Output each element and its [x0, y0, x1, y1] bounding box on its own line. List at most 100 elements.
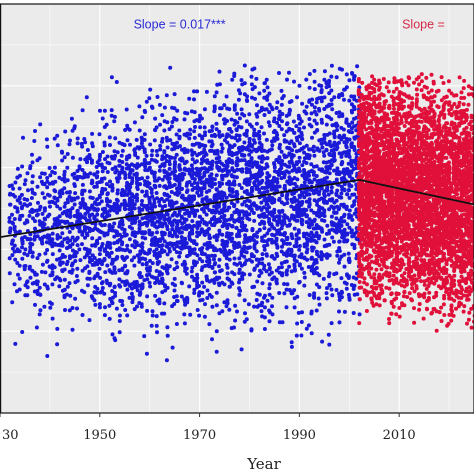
data-point [7, 256, 12, 261]
data-point [195, 181, 200, 186]
data-point [142, 132, 147, 137]
data-point [355, 292, 360, 297]
data-point [214, 173, 219, 178]
data-point [142, 150, 147, 155]
data-point [154, 159, 159, 164]
data-point [48, 173, 53, 178]
data-point [312, 217, 317, 222]
data-point [345, 232, 350, 237]
data-point [117, 268, 122, 273]
data-point [357, 257, 362, 262]
data-point [25, 219, 30, 224]
data-point [37, 252, 42, 257]
data-point [22, 182, 27, 187]
data-point [195, 89, 200, 94]
data-point [217, 69, 222, 74]
data-point [70, 226, 75, 231]
data-point [310, 135, 314, 140]
data-point [110, 186, 115, 190]
data-point [102, 143, 107, 148]
data-point [342, 219, 347, 224]
data-point [99, 199, 104, 204]
data-point [214, 90, 219, 95]
data-point [57, 284, 62, 289]
data-point [75, 141, 80, 146]
data-point [20, 245, 24, 250]
data-point [78, 258, 83, 263]
data-point [117, 176, 122, 180]
data-point [380, 290, 385, 295]
data-point [322, 218, 327, 223]
data-point [357, 297, 362, 302]
data-point [227, 307, 232, 312]
data-point [35, 256, 40, 261]
data-point [83, 202, 87, 207]
data-point [239, 221, 244, 226]
data-point [67, 308, 72, 313]
data-point [38, 122, 43, 127]
data-point [16, 272, 20, 277]
data-point [270, 143, 275, 148]
data-point [342, 264, 347, 269]
data-point [275, 180, 280, 185]
data-point [47, 166, 52, 170]
data-point [270, 304, 274, 309]
data-point [244, 317, 249, 322]
data-point [45, 248, 50, 252]
data-point [285, 282, 290, 287]
data-point [314, 174, 319, 178]
data-point [321, 276, 326, 281]
data-point [83, 140, 88, 145]
data-point [225, 271, 230, 276]
data-point [107, 135, 112, 140]
data-point [317, 148, 322, 153]
data-point [80, 242, 84, 247]
data-point [209, 128, 214, 133]
data-point [42, 234, 47, 239]
data-point [207, 322, 212, 327]
data-point [87, 189, 92, 194]
data-point [242, 140, 247, 145]
data-point [304, 111, 309, 116]
data-point [327, 84, 331, 89]
data-point [326, 274, 331, 279]
data-point [214, 290, 219, 295]
data-point [159, 243, 164, 248]
data-point [346, 274, 351, 279]
data-point [182, 312, 187, 317]
data-point [92, 276, 97, 281]
data-point [157, 301, 162, 306]
data-point [229, 238, 234, 243]
data-point [270, 312, 275, 317]
data-point [142, 137, 147, 142]
data-point [154, 149, 159, 153]
data-point [377, 272, 382, 277]
data-point [259, 143, 264, 147]
data-point [172, 92, 177, 97]
data-point [287, 170, 291, 175]
data-point [60, 158, 65, 163]
data-point [322, 136, 327, 141]
data-point [97, 266, 102, 271]
data-point [242, 81, 247, 86]
data-point [329, 321, 334, 326]
data-point [279, 166, 284, 170]
data-point [35, 184, 40, 189]
data-point [309, 331, 314, 336]
data-point [7, 192, 12, 197]
data-point [307, 293, 312, 297]
data-point [143, 236, 148, 241]
data-point [189, 269, 194, 274]
data-point [304, 326, 309, 331]
data-point [219, 106, 224, 111]
data-point [173, 283, 177, 288]
data-point [8, 226, 13, 231]
data-point [52, 171, 57, 175]
data-point [315, 128, 320, 132]
data-point [149, 153, 154, 158]
data-point [236, 241, 241, 246]
data-point [250, 259, 254, 264]
data-point [125, 243, 130, 248]
data-point [20, 213, 25, 218]
data-point [82, 290, 87, 295]
